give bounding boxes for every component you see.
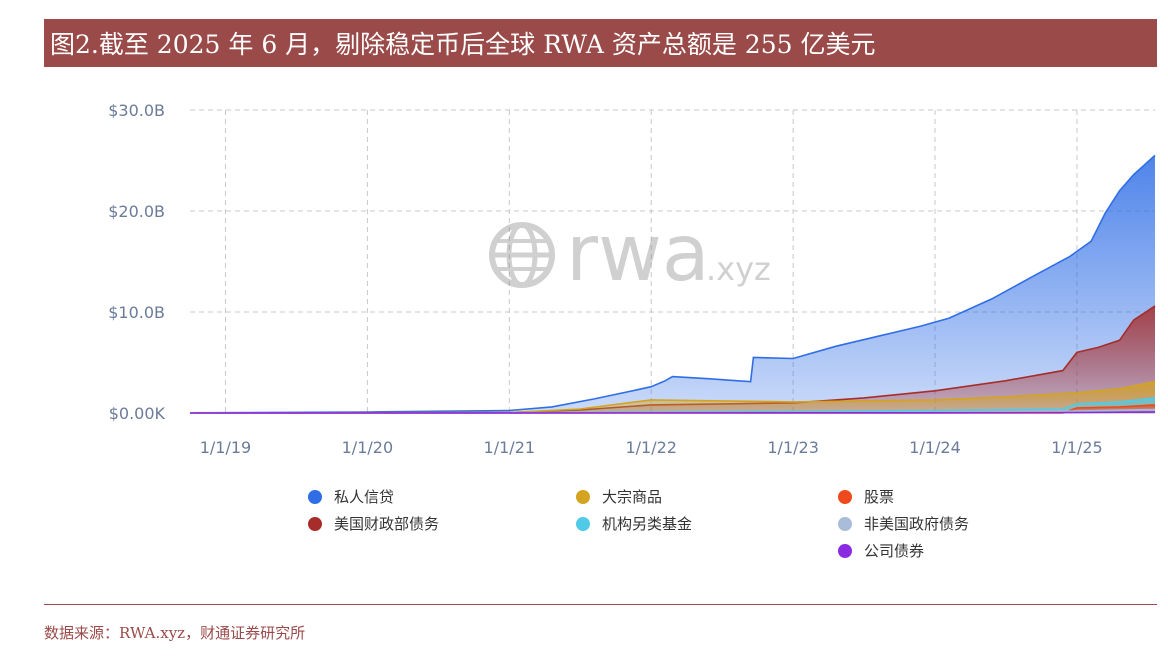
legend-swatch <box>838 489 852 504</box>
y-tick-label: $10.0B <box>108 303 165 322</box>
y-tick-label: $0.00K <box>109 404 166 423</box>
legend-label: 美国财政部债务 <box>334 515 440 533</box>
legend-label: 公司债券 <box>864 542 925 560</box>
legend-swatch <box>838 543 852 558</box>
legend-swatch <box>308 516 322 531</box>
source-label: 数据来源： <box>44 624 120 642</box>
legend-swatch <box>308 489 322 504</box>
legend-item: 股票 <box>838 486 894 507</box>
legend-swatch <box>838 516 852 531</box>
x-tick-label: 1/1/23 <box>767 438 819 457</box>
x-tick-label: 1/1/19 <box>200 438 252 457</box>
legend-item: 非美国政府债务 <box>838 513 969 534</box>
legend-label: 股票 <box>864 488 895 506</box>
legend-label: 私人信贷 <box>334 488 395 506</box>
series-area-0 <box>190 155 1155 413</box>
legend-label: 大宗商品 <box>602 488 663 506</box>
legend-swatch <box>576 489 590 504</box>
chart-title: 图2.截至 2025 年 6 月，剔除稳定币后全球 RWA 资产总额是 255 … <box>50 30 876 59</box>
x-tick-label: 1/1/21 <box>484 438 536 457</box>
legend-item: 美国财政部债务 <box>308 513 439 534</box>
series-line-6 <box>189 411 1156 414</box>
series-line-0 <box>189 154 1156 414</box>
source-text: RWA.xyz，财通证券研究所 <box>119 624 306 642</box>
legend-item: 机构另类基金 <box>576 513 692 534</box>
title-bar: 图2.截至 2025 年 6 月，剔除稳定币后全球 RWA 资产总额是 255 … <box>44 19 1157 67</box>
y-tick-label: $20.0B <box>108 202 165 221</box>
chart-legend: 私人信贷美国财政部债务 大宗商品机构另类基金 股票非美国政府债务 公司债券 <box>0 480 1168 580</box>
globe-icon <box>489 222 555 288</box>
legend-swatch <box>576 516 590 531</box>
x-tick-label: 1/1/22 <box>625 438 677 457</box>
legend-item: 私人信贷 <box>308 486 394 507</box>
area-chart: rwa.xyz $0.00K $10.0B $20.0B $30.0B 1/1/19 1/1… <box>108 101 1156 457</box>
x-tick-label: 1/1/25 <box>1051 438 1103 457</box>
x-tick-label: 1/1/24 <box>909 438 961 457</box>
legend-item: 大宗商品 <box>576 486 662 507</box>
legend-item: 公司债券 <box>838 540 924 561</box>
data-source: 数据来源：RWA.xyz，财通证券研究所 <box>44 622 305 643</box>
watermark-main: rwa <box>566 209 710 299</box>
x-tick-label: 1/1/20 <box>342 438 394 457</box>
series-area-2 <box>190 381 1155 413</box>
legend-label: 机构另类基金 <box>602 515 693 533</box>
series-line-2 <box>189 380 1156 414</box>
legend-label: 非美国政府债务 <box>864 515 970 533</box>
footer-divider <box>44 604 1157 605</box>
y-tick-label: $30.0B <box>108 101 165 120</box>
watermark-sub: .xyz <box>706 250 771 288</box>
